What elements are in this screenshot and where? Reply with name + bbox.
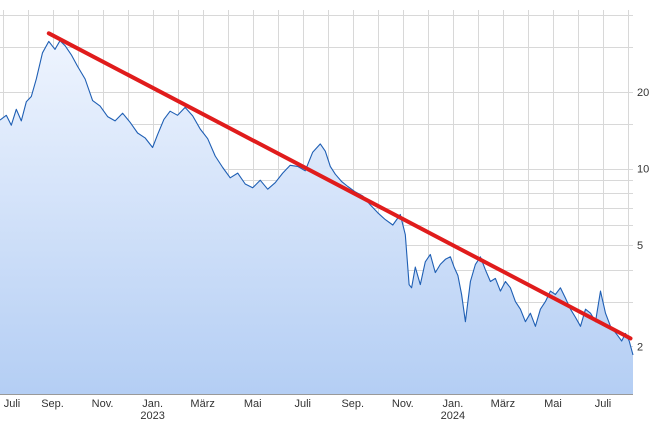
- x-tick-label: März: [190, 398, 214, 410]
- x-tick-label: März: [491, 398, 515, 410]
- y-tick-label: 2: [637, 341, 643, 353]
- x-tick-label: Juli: [294, 398, 311, 410]
- price-area: [0, 40, 633, 394]
- x-tick-label: Mai: [244, 398, 262, 410]
- trend-line: [46, 31, 633, 341]
- y-tick-label: 10: [637, 164, 649, 176]
- x-tick-label: Mai: [544, 398, 562, 410]
- x-tick-year-label: 2024: [441, 410, 465, 422]
- price-area-fill: [0, 40, 633, 394]
- x-tick-year-label: 2023: [140, 410, 164, 422]
- x-tick-label: Nov.: [92, 398, 114, 410]
- x-tick-label: Jan.: [142, 398, 163, 410]
- x-tick-label: Juli: [595, 398, 612, 410]
- x-tick-label: Sep.: [341, 398, 364, 410]
- trend-line-segment: [46, 31, 633, 341]
- y-tick-label: 20: [637, 87, 649, 99]
- x-tick-label: Nov.: [392, 398, 414, 410]
- y-tick-label: 5: [637, 240, 643, 252]
- x-tick-label: Jan.: [442, 398, 463, 410]
- x-tick-label: Juli: [4, 398, 21, 410]
- x-tick-label: Sep.: [41, 398, 64, 410]
